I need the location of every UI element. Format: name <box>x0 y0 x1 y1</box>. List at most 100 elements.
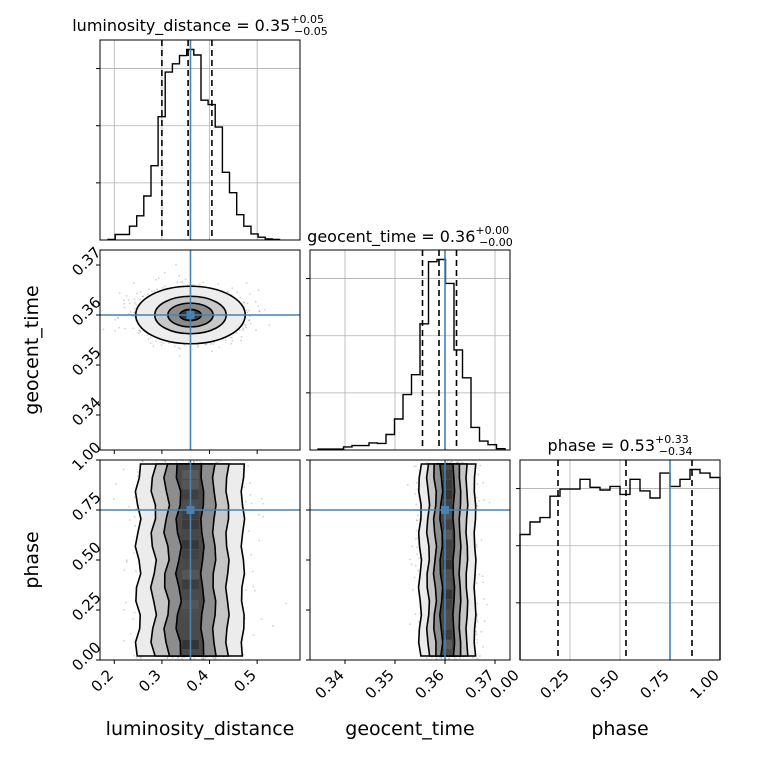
sample-point <box>482 645 484 648</box>
density-cell <box>443 530 452 540</box>
sample-point <box>248 309 251 312</box>
labels-layer: luminosity_distance = 0.35+0.05 −0.05 geo… <box>21 13 723 740</box>
data-layer <box>100 40 721 660</box>
sample-point <box>128 302 131 305</box>
sample-point <box>175 460 178 463</box>
density-cell <box>443 540 452 550</box>
sample-point <box>416 519 418 521</box>
y-tick-label: 0.50 <box>68 538 104 574</box>
sample-point <box>262 515 265 518</box>
sample-point <box>425 657 428 659</box>
sample-point <box>129 632 132 635</box>
sample-point <box>209 343 212 345</box>
sample-point <box>123 302 126 305</box>
sample-point <box>243 486 246 488</box>
sample-point <box>199 461 202 464</box>
density-cell <box>443 580 452 590</box>
sample-point <box>123 569 126 571</box>
sample-point <box>164 461 167 463</box>
x-tick-label: 0.25 <box>536 666 572 702</box>
sample-point <box>263 309 266 311</box>
sample-point <box>142 295 144 298</box>
sample-point <box>476 618 478 621</box>
sample-point <box>431 656 433 659</box>
sample-point <box>244 500 247 503</box>
sample-point <box>418 557 420 559</box>
sample-point <box>231 339 234 342</box>
sample-point <box>191 283 194 286</box>
sample-point <box>249 482 252 484</box>
sample-point <box>139 291 142 293</box>
sample-point <box>152 345 155 348</box>
sample-point <box>173 345 176 348</box>
panel-frame <box>519 459 721 661</box>
sample-point <box>415 529 418 532</box>
y-tick-label: 0.37 <box>68 243 104 279</box>
sample-point <box>248 319 250 322</box>
sample-point <box>123 299 125 302</box>
sample-point <box>118 326 121 329</box>
sample-point <box>137 471 139 473</box>
title-luminosity-distance: luminosity_distance = 0.35+0.05 −0.05 <box>72 13 328 38</box>
sample-point <box>176 281 179 284</box>
sample-point <box>475 582 478 585</box>
sample-point <box>412 465 415 468</box>
sample-point <box>171 656 174 659</box>
density-cell <box>443 590 452 600</box>
sample-point <box>414 465 417 468</box>
axes-frames <box>96 39 721 664</box>
sample-point <box>123 306 126 309</box>
sample-point <box>440 657 443 660</box>
sample-point <box>438 657 441 659</box>
sample-point <box>417 569 419 572</box>
density-cell <box>443 560 452 570</box>
truth-marker <box>186 311 195 319</box>
sample-point <box>479 464 482 467</box>
sample-point <box>133 307 136 310</box>
truth-marker <box>441 506 449 514</box>
sample-point <box>139 298 142 301</box>
sample-point <box>415 503 418 506</box>
contour-panel <box>310 460 510 660</box>
sample-point <box>435 657 438 660</box>
panel-frame <box>309 249 511 451</box>
ylabel-geocent-time: geocent_time <box>21 285 43 414</box>
sample-point <box>406 483 409 486</box>
sample-point <box>240 339 242 342</box>
density-cell <box>443 630 452 640</box>
x-tick-label: 0.4 <box>183 666 213 696</box>
sample-point <box>200 657 203 660</box>
title-geocent-time: geocent_time = 0.36+0.00 −0.00 <box>307 224 513 249</box>
x-tick-label: 0.35 <box>361 666 397 702</box>
truth-marker <box>186 506 195 514</box>
sample-point <box>192 461 195 464</box>
sample-point <box>252 634 255 637</box>
sample-point <box>163 271 166 274</box>
sample-point <box>166 657 169 660</box>
sample-point <box>142 460 144 463</box>
density-cell <box>443 470 452 480</box>
sample-point <box>164 460 167 462</box>
sample-point <box>244 589 247 591</box>
sample-point <box>134 301 136 304</box>
histogram-geocent_time <box>317 258 506 450</box>
density-cell <box>443 640 452 650</box>
density-cell <box>443 510 452 520</box>
ylabel-phase: phase <box>21 531 43 588</box>
sample-point <box>148 288 150 290</box>
sample-point <box>475 545 478 548</box>
sample-point <box>235 332 238 334</box>
sample-point <box>418 620 420 623</box>
density-cell <box>443 500 452 510</box>
sample-point <box>132 282 135 285</box>
sample-point <box>204 656 207 659</box>
density-cell <box>443 620 452 630</box>
sample-point <box>258 310 261 313</box>
sample-point <box>482 581 485 584</box>
sample-point <box>450 461 452 463</box>
contour-panel <box>100 250 300 450</box>
sample-point <box>262 502 264 505</box>
sample-point <box>252 570 254 573</box>
sample-point <box>416 488 419 491</box>
sample-point <box>136 292 138 295</box>
